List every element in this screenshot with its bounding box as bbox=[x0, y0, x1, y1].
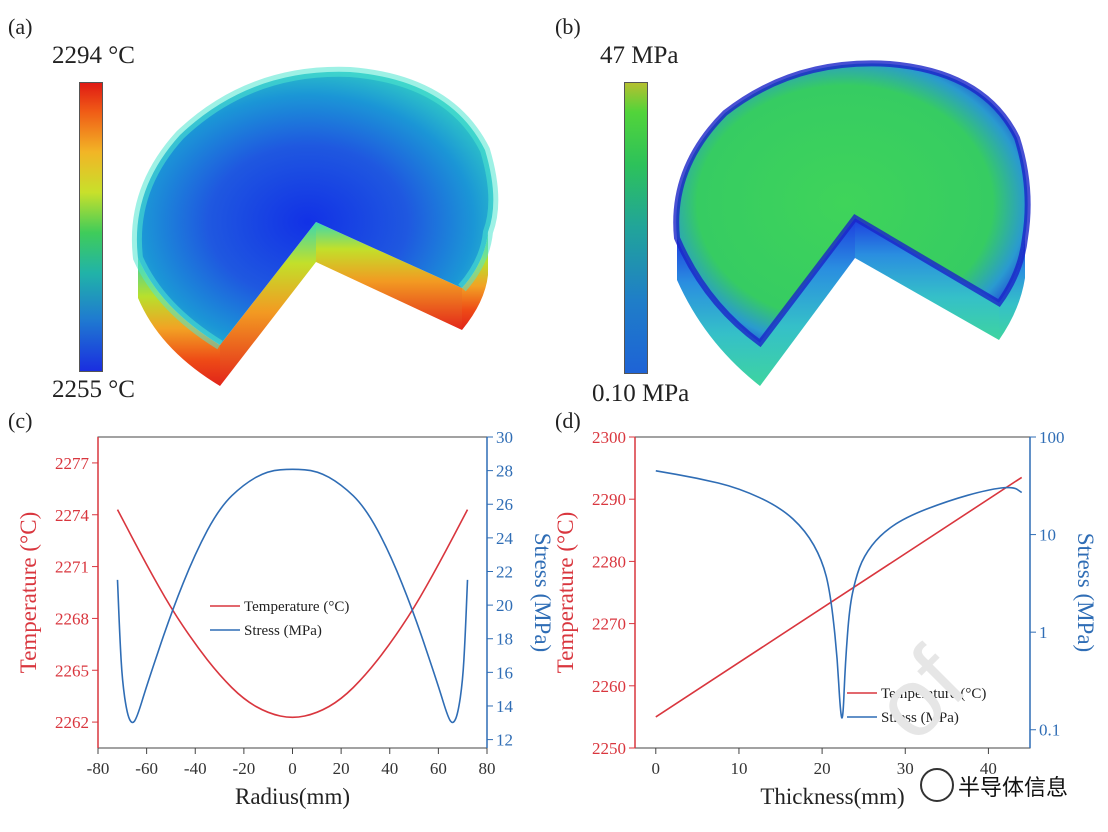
legend-label: Stress (MPa) bbox=[881, 710, 959, 726]
y-left-tick-label: 2268 bbox=[55, 609, 89, 628]
y-right-tick-label: 16 bbox=[496, 663, 513, 682]
colorbar-a-min-label: 2255 °C bbox=[52, 376, 135, 403]
wechat-icon bbox=[920, 768, 954, 802]
x-axis-label: Thickness(mm) bbox=[760, 784, 904, 809]
y-right-tick-label: 20 bbox=[496, 596, 513, 615]
x-tick-label: 20 bbox=[814, 759, 831, 778]
y-right-axis-label: Stress (MPa) bbox=[530, 533, 555, 652]
y-right-tick-label: 1 bbox=[1039, 623, 1048, 642]
chart-d-thickness-profile: 0 10 20 30 40 2250 2260 2270 2280 2290 2300 0.1 1 10 1… bbox=[555, 428, 1098, 809]
y-right-tick-label: 22 bbox=[496, 562, 513, 581]
colorbar-b-min-label: 0.10 MPa bbox=[592, 380, 690, 407]
panel-c-label: (c) bbox=[8, 408, 33, 433]
legend-label: Temperature (°C) bbox=[881, 686, 986, 702]
y-left-tick-label: 2270 bbox=[592, 615, 626, 634]
stress-series-line bbox=[116, 468, 469, 724]
legend-label: Stress (MPa) bbox=[244, 623, 322, 639]
x-tick-label: 30 bbox=[897, 759, 914, 778]
x-tick-label: 0 bbox=[288, 759, 297, 778]
x-tick-label: 80 bbox=[479, 759, 496, 778]
y-left-tick-label: 2274 bbox=[55, 506, 90, 525]
y-right-tick-label: 100 bbox=[1039, 428, 1065, 447]
panel-d-label: (d) bbox=[555, 408, 581, 433]
y-right-tick-label: 30 bbox=[496, 428, 513, 447]
y-left-tick-label: 2280 bbox=[592, 552, 626, 571]
y-left-tick-label: 2265 bbox=[55, 661, 89, 680]
y-right-tick-label: 12 bbox=[496, 731, 513, 750]
x-tick-label: 40 bbox=[381, 759, 398, 778]
plot-frame bbox=[97, 436, 488, 749]
y-left-tick-label: 2260 bbox=[592, 677, 626, 696]
temperature-series-line bbox=[116, 509, 469, 719]
chart-c-radius-profile: -80 -60 -40 -20 0 20 40 60 80 2262 2265 2268 2271 227… bbox=[16, 428, 555, 809]
x-tick-label: 20 bbox=[333, 759, 350, 778]
x-tick-label: -80 bbox=[87, 759, 110, 778]
colorbar-a-max-label: 2294 °C bbox=[52, 42, 135, 69]
y-right-tick-label: 14 bbox=[496, 697, 514, 716]
x-tick-label: -60 bbox=[135, 759, 158, 778]
x-tick-label: 60 bbox=[430, 759, 447, 778]
temperature-series-line bbox=[655, 476, 1023, 718]
y-left-tick-label: 2250 bbox=[592, 739, 626, 758]
colorbar-b bbox=[624, 82, 648, 374]
y-left-axis-label: Temperature (°C) bbox=[555, 512, 578, 673]
x-tick-label: 0 bbox=[652, 759, 661, 778]
y-left-axis-label: Temperature (°C) bbox=[16, 512, 41, 673]
watermark-text: 半导体信息 bbox=[958, 775, 1069, 800]
y-right-tick-label: 18 bbox=[496, 630, 513, 649]
panel-a-label: (a) bbox=[8, 14, 33, 39]
y-right-tick-label: 0.1 bbox=[1039, 721, 1060, 740]
x-tick-label: -40 bbox=[184, 759, 207, 778]
legend-label: Temperature (°C) bbox=[244, 599, 349, 615]
x-tick-label: 10 bbox=[730, 759, 747, 778]
y-right-tick-label: 10 bbox=[1039, 526, 1056, 545]
x-tick-label: -20 bbox=[233, 759, 256, 778]
y-right-tick-label: 24 bbox=[496, 529, 514, 548]
y-left-tick-label: 2290 bbox=[592, 490, 626, 509]
colorbar-a bbox=[79, 82, 103, 372]
x-tick-label: 40 bbox=[980, 759, 997, 778]
y-right-tick-label: 28 bbox=[496, 462, 513, 481]
panel-b-label: (b) bbox=[555, 14, 581, 39]
y-left-tick-label: 2300 bbox=[592, 428, 626, 447]
y-left-tick-label: 2271 bbox=[55, 558, 89, 577]
y-left-tick-label: 2277 bbox=[55, 454, 90, 473]
y-right-axis-label: Stress (MPa) bbox=[1073, 533, 1098, 652]
stress-3d-model-b bbox=[673, 60, 1031, 386]
y-left-tick-label: 2262 bbox=[55, 713, 89, 732]
y-right-tick-label: 26 bbox=[496, 495, 513, 514]
x-axis-label: Radius(mm) bbox=[235, 784, 350, 809]
colorbar-b-max-label: 47 MPa bbox=[600, 42, 679, 69]
stress-series-line bbox=[655, 470, 1023, 719]
thermal-3d-model-a bbox=[131, 66, 499, 386]
